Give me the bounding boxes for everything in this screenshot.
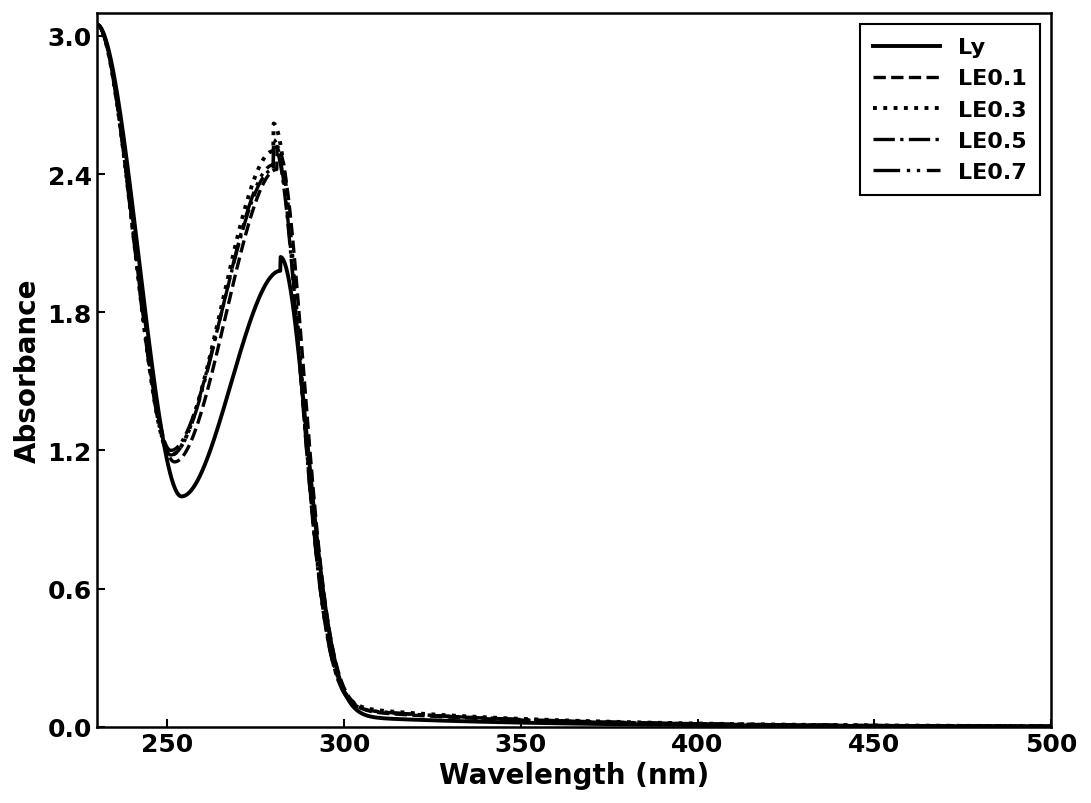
Line: LE0.5: LE0.5: [97, 26, 1051, 726]
Ly: [1044, 722, 1057, 732]
LE0.7: [1026, 721, 1039, 731]
LE0.7: [923, 721, 936, 731]
LE0.5: [1044, 721, 1057, 731]
Line: LE0.7: LE0.7: [97, 26, 1051, 726]
LE0.5: [91, 21, 104, 31]
LE0.1: [456, 713, 469, 723]
Y-axis label: Absorbance: Absorbance: [14, 278, 41, 463]
Line: Ly: Ly: [97, 26, 1051, 727]
LE0.1: [1026, 721, 1039, 731]
LE0.7: [199, 374, 212, 384]
LE0.3: [1026, 721, 1039, 731]
LE0.3: [497, 713, 511, 723]
Ly: [199, 459, 212, 468]
LE0.1: [91, 21, 104, 31]
LE0.7: [497, 714, 511, 724]
LE0.3: [255, 157, 268, 167]
Ly: [91, 21, 104, 31]
LE0.5: [1026, 721, 1039, 731]
LE0.7: [91, 21, 104, 31]
LE0.3: [199, 370, 212, 380]
LE0.1: [1044, 722, 1057, 732]
LE0.3: [91, 21, 104, 31]
Ly: [456, 716, 469, 726]
LE0.1: [255, 182, 268, 192]
Line: LE0.1: LE0.1: [97, 26, 1051, 727]
LE0.7: [1044, 721, 1057, 731]
Ly: [497, 718, 511, 728]
LE0.7: [255, 170, 268, 180]
Ly: [255, 287, 268, 296]
LE0.5: [923, 721, 936, 731]
LE0.3: [1044, 721, 1057, 731]
Legend: Ly, LE0.1, LE0.3, LE0.5, LE0.7: Ly, LE0.1, LE0.3, LE0.5, LE0.7: [860, 25, 1040, 196]
LE0.7: [456, 712, 469, 722]
LE0.5: [497, 714, 511, 724]
LE0.1: [497, 715, 511, 724]
Ly: [1026, 722, 1039, 732]
Ly: [923, 721, 936, 731]
LE0.1: [923, 721, 936, 731]
Line: LE0.3: LE0.3: [97, 26, 1051, 726]
LE0.3: [923, 721, 936, 731]
LE0.1: [199, 393, 212, 403]
LE0.5: [255, 175, 268, 185]
LE0.5: [199, 372, 212, 381]
X-axis label: Wavelength (nm): Wavelength (nm): [439, 761, 709, 789]
LE0.3: [456, 711, 469, 721]
LE0.5: [456, 712, 469, 722]
